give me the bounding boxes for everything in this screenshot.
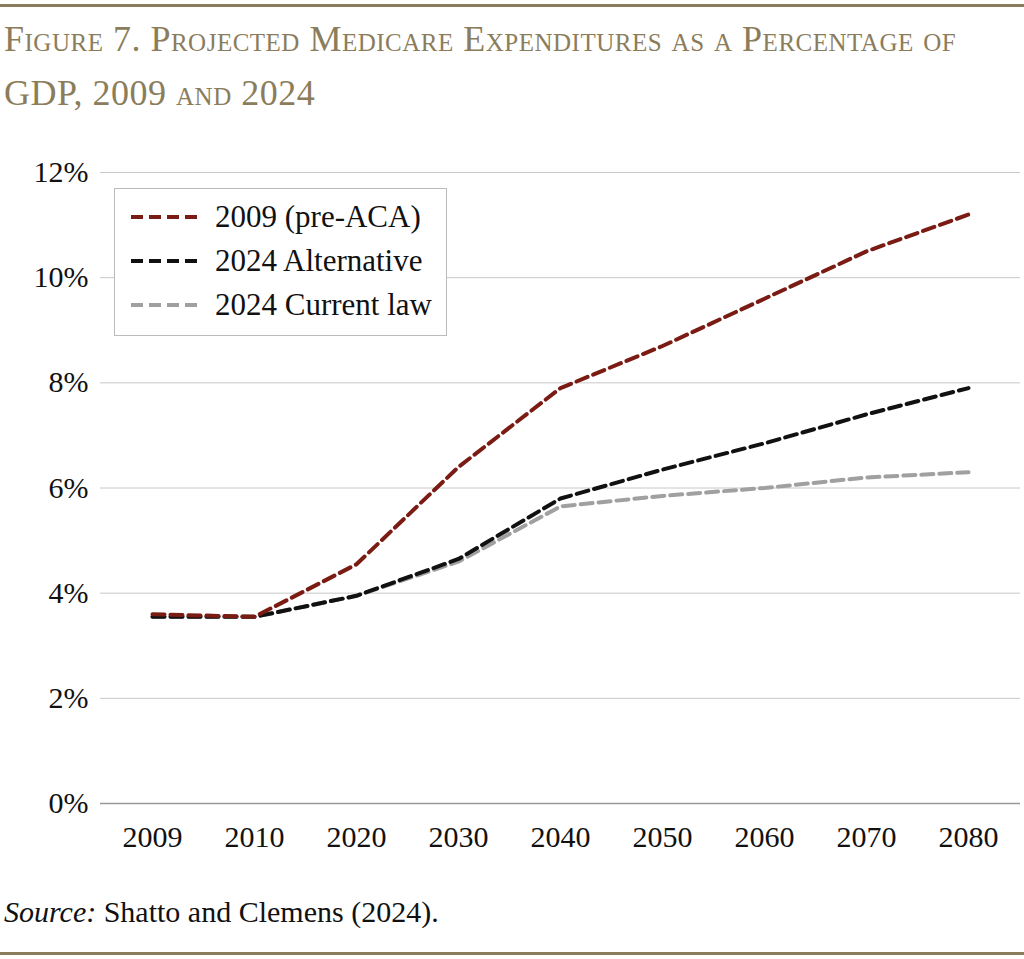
html-text:2024 Alternative: 2024 Alternative: [215, 243, 423, 278]
svg-text:2010: 2010: [225, 820, 285, 853]
svg-text:2%: 2%: [49, 681, 89, 714]
html-text:Figure 7. Projected Medicare E: Figure 7. Projected Medicare Expenditure…: [4, 19, 957, 113]
svg-text:2060: 2060: [735, 820, 795, 853]
svg-text:2050: 2050: [633, 820, 693, 853]
svg-text:2080: 2080: [939, 820, 999, 853]
svg-text:4%: 4%: [49, 576, 89, 609]
svg-text:12%: 12%: [34, 155, 89, 188]
svg-text:10%: 10%: [34, 260, 89, 293]
html-text:2024 Current law: 2024 Current law: [215, 287, 432, 322]
svg-text:2009: 2009: [123, 820, 183, 853]
svg-text:2070: 2070: [837, 820, 897, 853]
html-text:Source: Shatto and Clemens (20: Source: Shatto and Clemens (2024).: [4, 895, 439, 928]
svg-text:2020: 2020: [327, 820, 387, 853]
html-text:2009 (pre-ACA): 2009 (pre-ACA): [215, 199, 421, 234]
svg-text:0%: 0%: [49, 786, 89, 819]
svg-text:2030: 2030: [429, 820, 489, 853]
svg-text:2040: 2040: [531, 820, 591, 853]
svg-text:8%: 8%: [49, 365, 89, 398]
svg-text:6%: 6%: [49, 471, 89, 504]
